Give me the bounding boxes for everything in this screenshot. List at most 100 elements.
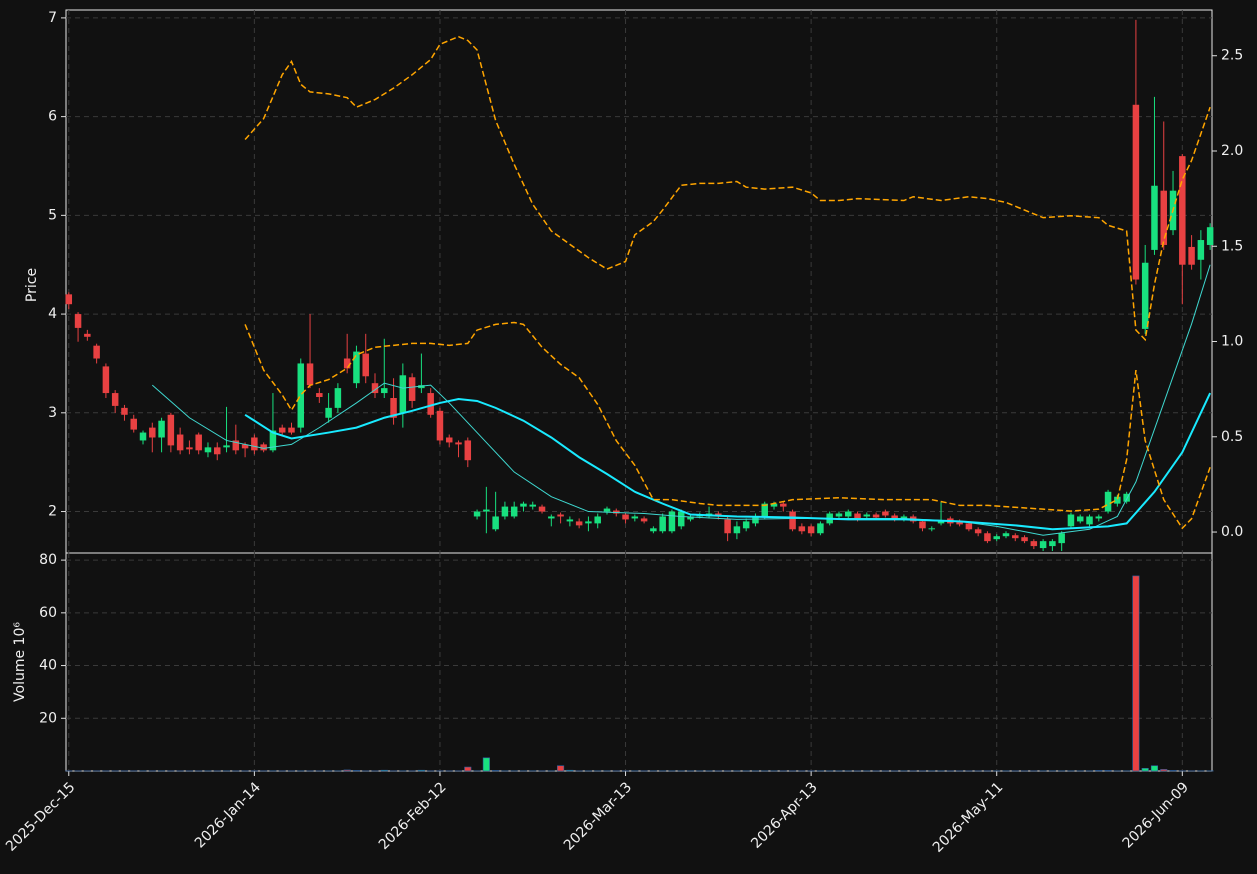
candle-body <box>111 393 119 406</box>
x-tick-label: 2026-Jun-09 <box>1120 779 1192 851</box>
volume-bar <box>1104 770 1112 772</box>
volume-tick-label: 40 <box>39 658 57 674</box>
candle-body <box>807 526 815 534</box>
y2-tick-label: 0.5 <box>1221 429 1243 445</box>
candle-body <box>241 444 249 449</box>
candle-body <box>668 511 676 532</box>
candle-body <box>306 363 314 386</box>
x-tick-label: 2026-Feb-12 <box>376 779 450 853</box>
candle-body <box>1160 190 1167 245</box>
candle-body <box>891 515 898 520</box>
candle-body <box>1188 246 1195 265</box>
volume-bar <box>1169 770 1177 772</box>
candle-body <box>742 521 750 529</box>
volume-bar <box>566 769 574 772</box>
candle-body <box>390 397 397 418</box>
candle-body <box>316 393 323 398</box>
indicator-line <box>244 392 1212 531</box>
candle-body <box>780 503 787 507</box>
volume-bar <box>352 770 360 772</box>
volume-tick-label: 20 <box>39 710 57 726</box>
indicator-line <box>244 35 1211 342</box>
candle-body <box>1095 516 1103 519</box>
candle-body <box>399 375 407 413</box>
candle-body <box>195 434 202 451</box>
x-tick-label: 2026-Mar-13 <box>561 779 635 853</box>
candle-body <box>631 516 639 519</box>
candle-body <box>817 523 824 534</box>
candle-body <box>1076 516 1084 522</box>
candle-body <box>214 447 221 455</box>
candle-body <box>733 526 741 534</box>
volume-bar <box>417 769 425 772</box>
candle-body <box>139 432 147 441</box>
candle-body <box>74 314 82 328</box>
x-tick-label: 2026-Apr-13 <box>748 779 821 852</box>
candle-body <box>1049 541 1056 547</box>
volume-bar <box>380 769 388 772</box>
candle-body <box>445 437 453 443</box>
candle-body <box>1002 533 1010 537</box>
candle-body <box>956 521 963 525</box>
volume-bar <box>464 766 472 772</box>
candle-body <box>84 333 91 337</box>
x-tick-label: 2026-Jan-14 <box>192 779 264 851</box>
y2-tick-label: 0.0 <box>1221 524 1243 540</box>
candle-body <box>993 536 1000 540</box>
candle-body <box>278 427 286 433</box>
candle-body <box>362 353 369 377</box>
candle-body <box>798 526 806 532</box>
candle-body <box>622 514 629 520</box>
candle-body <box>251 437 258 451</box>
candle-body <box>585 521 592 524</box>
candle-body <box>1067 514 1075 527</box>
candle-body <box>1123 493 1130 502</box>
candle-body <box>984 533 991 542</box>
y-tick-label: 3 <box>48 405 57 421</box>
candle-body <box>687 516 694 520</box>
indicator-line <box>151 264 1211 536</box>
candle-body <box>1104 491 1112 512</box>
candle-body <box>1179 156 1186 265</box>
candle-body <box>260 444 267 451</box>
y-tick-label: 5 <box>48 207 57 223</box>
candle-body <box>1021 537 1028 542</box>
volume-bar <box>1141 768 1149 772</box>
candle-body <box>1058 533 1065 544</box>
candle-body <box>566 519 574 522</box>
candle-body <box>1132 104 1140 280</box>
candle-body <box>919 521 926 529</box>
candle-body <box>167 414 175 446</box>
y-tick-label: 6 <box>48 109 57 125</box>
candle-body <box>1030 541 1038 547</box>
candle-body <box>650 528 657 532</box>
candle-body <box>965 523 973 530</box>
candle-body <box>724 519 731 534</box>
candle-body <box>854 513 861 520</box>
candle-body <box>501 506 509 517</box>
candle-body <box>752 516 759 524</box>
candle-body <box>334 388 342 408</box>
candle-body <box>845 511 852 517</box>
candle-body <box>492 516 499 530</box>
candle-body <box>520 503 527 507</box>
candle-body <box>1114 496 1121 504</box>
candle-body <box>548 516 555 519</box>
candle-body <box>149 427 156 438</box>
y-axis-label: Price <box>24 268 40 302</box>
candle-body <box>677 511 685 527</box>
volume-bar <box>1160 769 1168 772</box>
y2-tick-label: 1.0 <box>1221 334 1243 350</box>
volume-bar <box>482 757 490 772</box>
candle-body <box>186 447 193 450</box>
candle-body <box>1206 227 1214 245</box>
candle-body <box>158 420 165 438</box>
candle-body <box>232 440 240 451</box>
candle-body <box>1151 185 1158 250</box>
candle-body <box>176 434 184 451</box>
candle-body <box>937 521 945 524</box>
volume-bar <box>1132 575 1140 772</box>
candle-body <box>538 506 546 512</box>
